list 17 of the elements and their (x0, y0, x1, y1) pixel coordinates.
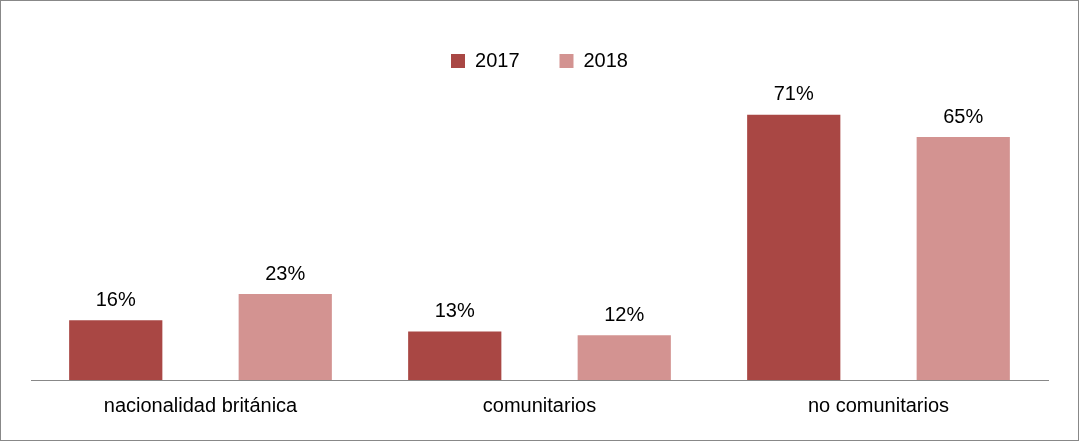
legend-label: 2018 (583, 48, 628, 71)
x-tick-label: comunitarios (482, 393, 597, 416)
data-label: 71% (773, 82, 814, 105)
legend-label: 2017 (475, 48, 520, 71)
data-label: 65% (943, 104, 984, 127)
data-label: 13% (434, 298, 475, 321)
x-tick-label: no comunitarios (807, 393, 950, 416)
bar (577, 335, 671, 380)
data-label: 23% (265, 261, 306, 284)
bar (747, 114, 841, 380)
bar (238, 294, 332, 380)
data-label: 12% (604, 302, 645, 325)
x-tick-label: nacionalidad británica (103, 393, 299, 416)
bar (69, 320, 163, 380)
bar (408, 331, 502, 380)
data-label: 16% (95, 287, 136, 310)
bar (916, 137, 1010, 380)
